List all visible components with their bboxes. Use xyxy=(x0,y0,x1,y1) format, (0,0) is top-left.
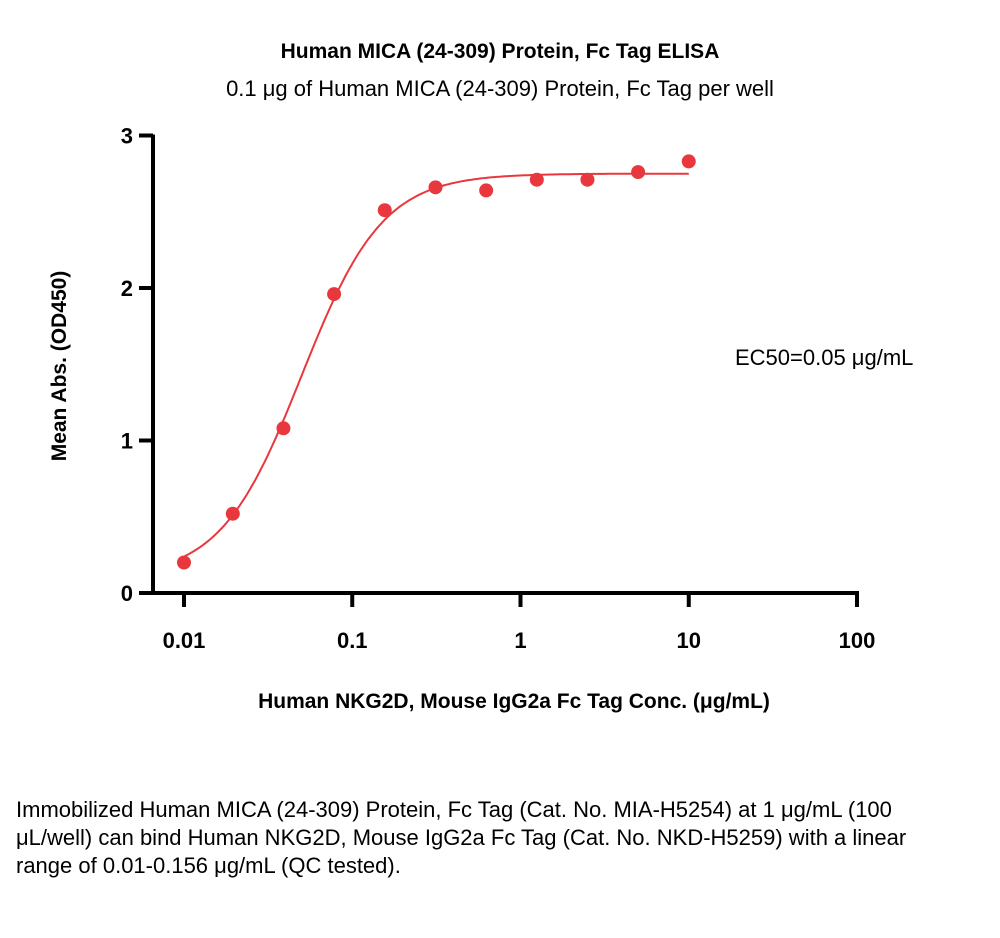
y-tick-label: 0 xyxy=(121,581,133,606)
y-tick-label: 1 xyxy=(121,429,133,454)
data-point xyxy=(177,555,191,570)
data-point xyxy=(377,203,392,218)
chart-title: Human MICA (24-309) Protein, Fc Tag ELIS… xyxy=(280,40,720,63)
chart-subtitle: 0.1 μg of Human MICA (24-309) Protein, F… xyxy=(226,76,774,101)
x-tick-label: 0.01 xyxy=(163,628,206,653)
x-tick-label: 10 xyxy=(677,628,701,653)
y-axis-label: Mean Abs. (OD450) xyxy=(48,271,71,462)
data-point xyxy=(631,165,646,180)
data-point xyxy=(225,506,240,521)
data-point xyxy=(327,287,342,302)
figure-caption: Immobilized Human MICA (24-309) Protein,… xyxy=(16,797,907,878)
fit-curve xyxy=(183,172,689,558)
data-point xyxy=(428,180,443,195)
x-tick-label: 100 xyxy=(839,628,876,653)
data-point xyxy=(681,154,696,169)
y-tick-label: 2 xyxy=(121,276,133,301)
y-tick-label: 3 xyxy=(121,124,133,149)
data-point xyxy=(479,183,494,198)
x-axis-label: Human NKG2D, Mouse IgG2a Fc Tag Conc. (μ… xyxy=(258,690,770,713)
data-point xyxy=(276,421,291,436)
ec50-annotation: EC50=0.05 μg/mL xyxy=(735,345,913,370)
data-point xyxy=(580,172,595,187)
x-tick-label: 1 xyxy=(514,628,526,653)
x-tick-label: 0.1 xyxy=(337,628,368,653)
data-point xyxy=(529,172,544,187)
